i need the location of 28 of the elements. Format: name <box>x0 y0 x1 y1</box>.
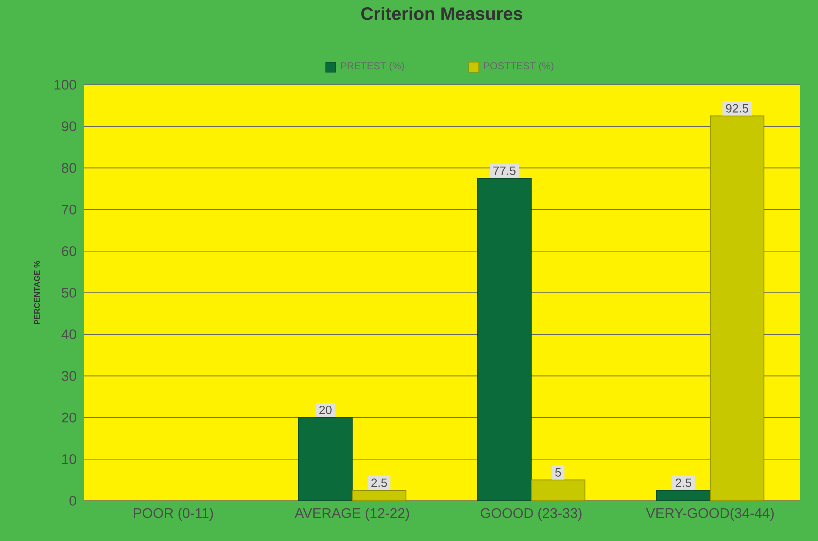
data-label: 2.5 <box>372 478 388 488</box>
legend-label: POSTTEST (%) <box>484 62 554 72</box>
y-tick-label: 80 <box>62 163 76 174</box>
bar <box>531 480 586 501</box>
y-tick-label: 10 <box>62 454 76 464</box>
data-label: 92.5 <box>726 104 748 113</box>
x-tick-label: AVERAGE (12-22) <box>294 508 410 522</box>
y-tick-label: 90 <box>62 122 76 132</box>
bar <box>656 490 711 501</box>
bar <box>298 417 353 501</box>
x-tick-label: GOOOD (23-33) <box>481 508 582 522</box>
chart-title: Criterion Measures <box>362 7 522 20</box>
y-tick-label: 0 <box>70 496 76 506</box>
x-tick-label: VERY-GOOD(34-44) <box>646 508 774 522</box>
y-tick-label: 50 <box>62 288 76 298</box>
bar <box>352 490 406 501</box>
y-tick-label: 40 <box>62 330 76 340</box>
data-label: 20 <box>320 406 332 414</box>
y-tick-label: 100 <box>54 80 76 90</box>
data-label: 5 <box>555 468 562 477</box>
x-tick-label: POOR (0-11) <box>134 508 214 522</box>
y-tick-label: 30 <box>62 371 76 382</box>
data-label: 77.5 <box>494 166 516 176</box>
y-tick-label: 20 <box>62 412 76 423</box>
data-label: 2.5 <box>676 478 692 488</box>
legend-label: PRETEST (%) <box>341 62 404 72</box>
y-tick-label: 70 <box>62 204 76 215</box>
y-tick-label: 60 <box>62 246 76 256</box>
